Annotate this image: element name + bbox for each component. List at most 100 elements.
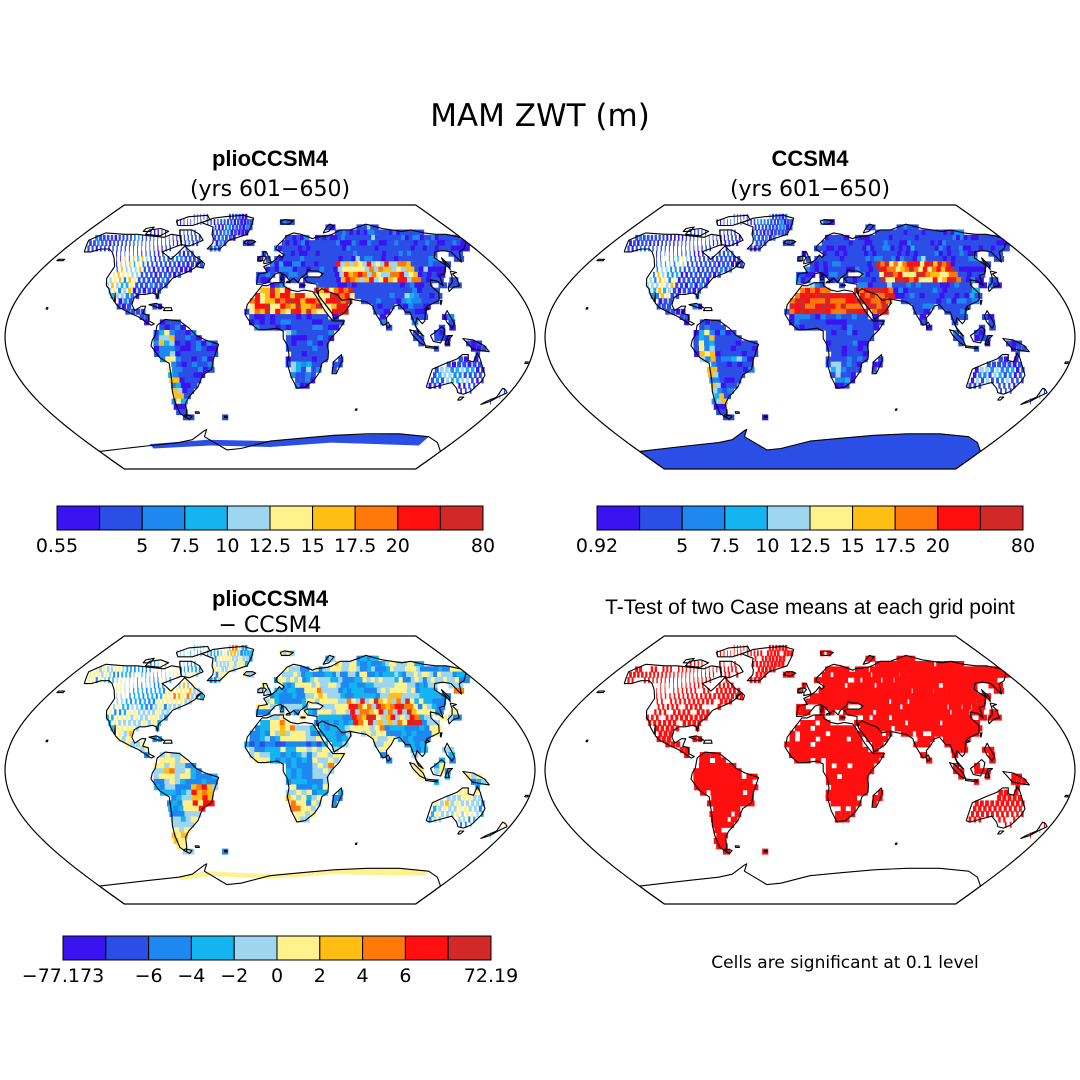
grid-cell xyxy=(385,256,394,262)
grid-cell xyxy=(265,256,271,262)
grid-cell xyxy=(821,671,827,678)
grid-cell xyxy=(862,693,870,700)
grid-cell xyxy=(712,366,719,373)
grid-cell xyxy=(190,382,198,389)
grid-cell xyxy=(461,377,464,384)
grid-cell xyxy=(314,693,321,700)
grid-cell xyxy=(859,698,866,705)
grid-cell xyxy=(300,811,306,818)
grid-cell xyxy=(441,811,445,818)
grid-cell xyxy=(823,693,829,700)
grid-cell xyxy=(235,644,238,651)
grid-cell xyxy=(187,821,195,828)
grid-cell xyxy=(642,234,646,241)
grid-cell xyxy=(123,720,127,726)
grid-cell xyxy=(799,308,806,315)
grid-cell xyxy=(413,703,422,710)
grid-cell xyxy=(122,666,125,673)
grid-cell xyxy=(844,293,851,299)
grid-cell xyxy=(689,671,691,678)
grid-cell xyxy=(701,266,705,273)
coastline-ireland xyxy=(257,687,264,694)
grid-cell xyxy=(914,661,923,667)
grid-cell xyxy=(280,730,286,737)
grid-cell xyxy=(856,240,863,247)
grid-cell xyxy=(963,266,973,273)
grid-cell xyxy=(714,811,722,818)
grid-cell xyxy=(192,240,195,247)
grid-cell xyxy=(862,261,870,268)
grid-cell xyxy=(851,746,858,753)
grid-cell xyxy=(193,650,195,657)
grid-cell xyxy=(398,687,407,694)
grid-cell xyxy=(392,709,401,716)
grid-cell xyxy=(176,234,178,241)
grid-cell xyxy=(920,714,929,721)
grid-cell xyxy=(868,762,875,769)
grid-cell xyxy=(705,356,712,363)
grid-cell xyxy=(857,709,864,716)
grid-cell xyxy=(431,271,441,278)
grid-cell xyxy=(194,377,202,384)
grid-cell xyxy=(87,677,90,684)
grid-cell xyxy=(795,293,801,299)
grid-cell xyxy=(336,709,343,716)
grid-cell xyxy=(831,687,837,694)
grid-cell xyxy=(153,234,155,241)
grid-cell xyxy=(785,224,789,231)
grid-cell xyxy=(825,736,832,743)
grid-cell xyxy=(219,661,222,667)
grid-cell xyxy=(814,287,821,294)
grid-cell xyxy=(658,720,662,726)
coastline-crete xyxy=(300,284,306,287)
grid-cell xyxy=(350,677,358,684)
grid-cell xyxy=(431,703,441,710)
grid-cell xyxy=(326,245,333,252)
grid-cell xyxy=(135,282,139,289)
grid-cell xyxy=(153,666,155,673)
coastlines xyxy=(585,214,1069,469)
grid-cell xyxy=(915,693,924,700)
colorbar-swatch xyxy=(141,505,186,531)
grid-cell xyxy=(153,240,154,247)
grid-cell xyxy=(776,650,780,657)
grid-cell xyxy=(197,361,204,368)
grid-cell xyxy=(893,682,901,689)
grid-cell xyxy=(238,224,242,231)
grid-cell xyxy=(663,709,667,716)
grid-cell xyxy=(421,298,430,305)
grid-cell xyxy=(197,795,204,801)
grid-cell xyxy=(694,703,698,710)
grid-cell xyxy=(712,821,720,828)
grid-cell xyxy=(724,687,728,694)
coastline-fiji xyxy=(524,794,529,798)
grid-cell xyxy=(720,762,726,769)
grid-cell xyxy=(911,271,920,278)
grid-cell xyxy=(246,671,251,678)
grid-cell xyxy=(954,293,963,299)
grid-cell xyxy=(364,277,372,284)
grid-cell xyxy=(164,773,171,780)
grid-cell xyxy=(312,351,318,357)
grid-cell xyxy=(732,240,735,247)
grid-cell xyxy=(306,800,312,807)
colorbar-tick-label: 6 xyxy=(399,965,411,987)
grid-cell xyxy=(890,277,898,284)
grid-cell xyxy=(727,366,735,373)
grid-cell xyxy=(395,714,403,721)
grid-cell xyxy=(846,757,853,764)
grid-cell xyxy=(312,687,319,694)
grid-cell xyxy=(306,752,313,759)
grid-cell xyxy=(435,277,444,284)
grid-cell xyxy=(899,709,907,716)
grid-cell xyxy=(314,245,321,252)
grid-cell xyxy=(975,709,984,716)
grid-cell xyxy=(343,271,351,278)
grid-cell xyxy=(237,229,241,236)
grid-cell xyxy=(193,219,195,225)
grid-cell xyxy=(831,752,837,759)
grid-cell xyxy=(296,757,303,764)
grid-cell xyxy=(917,720,926,726)
grid-cell xyxy=(724,256,728,262)
grid-cell xyxy=(408,303,416,310)
